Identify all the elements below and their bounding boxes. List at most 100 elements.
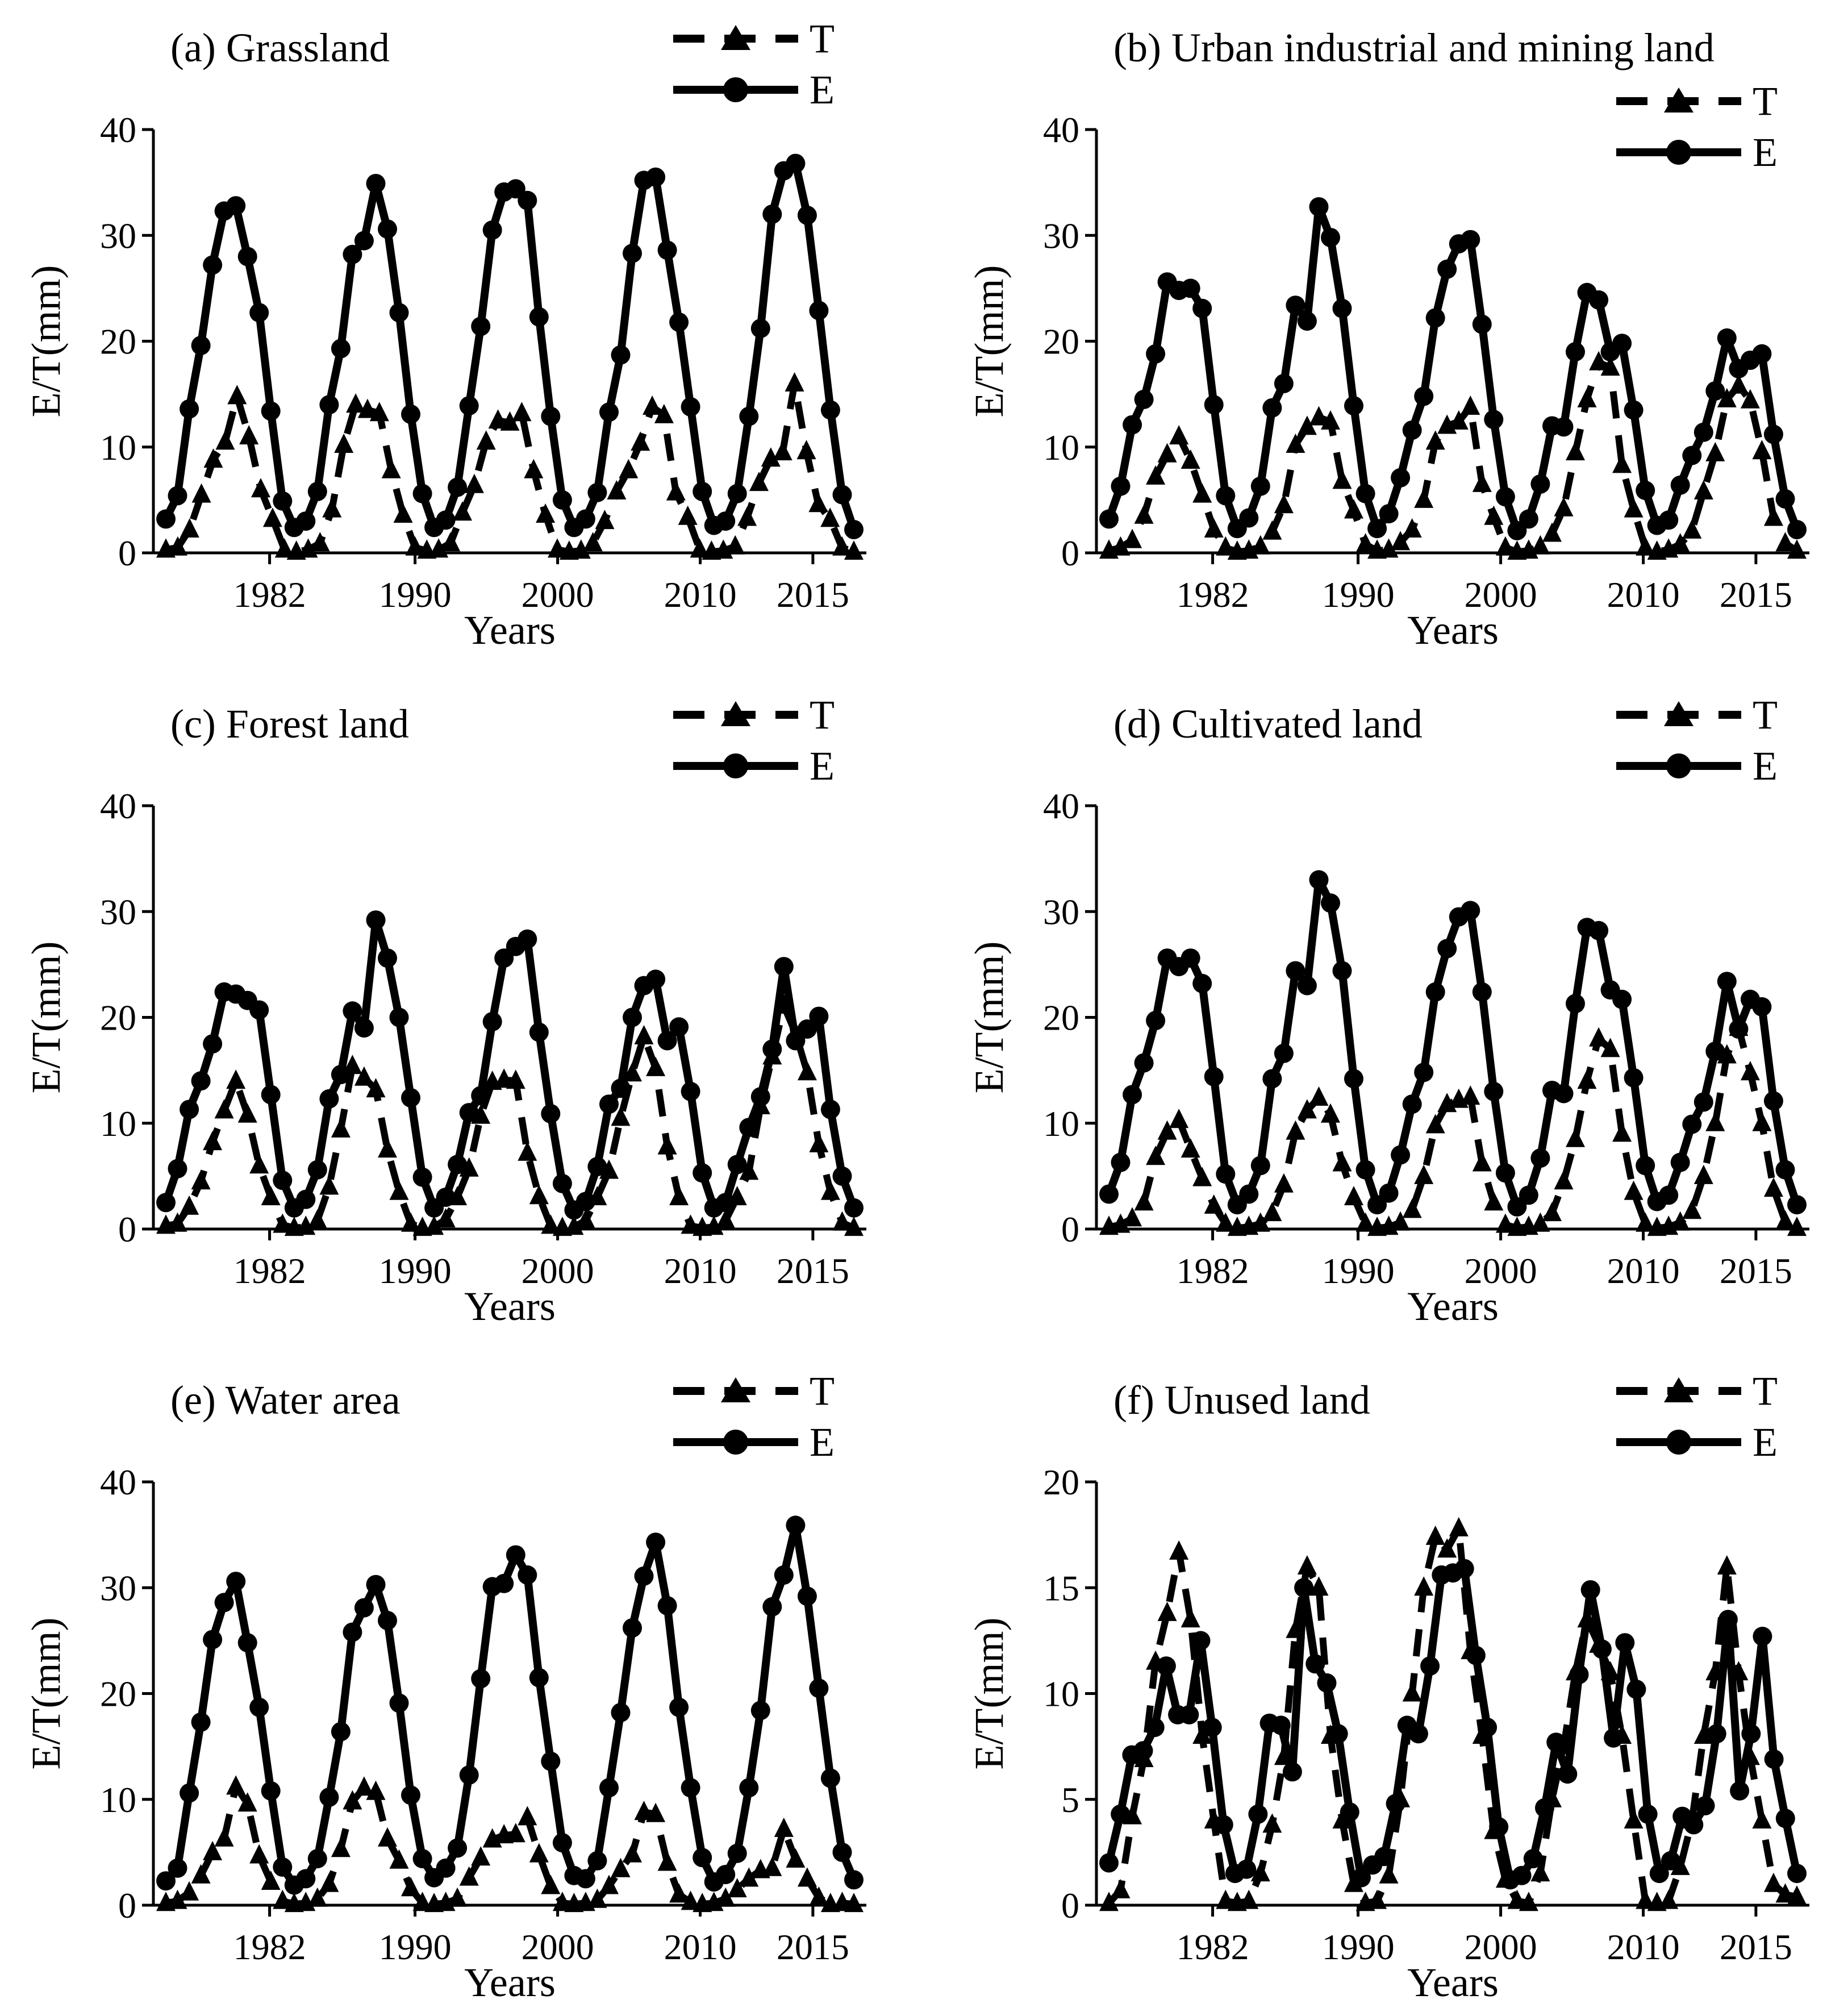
data-point-T [1274,494,1294,514]
data-point-E [669,1017,689,1037]
data-point-E [1414,1063,1434,1082]
data-point-E [1134,389,1154,409]
data-point-T [737,506,757,526]
legend-T-marker [721,1377,750,1402]
data-point-T [1624,498,1644,518]
data-point-E [1554,1084,1574,1103]
data-point-E [1321,893,1340,913]
legend-E: E [1616,130,1778,175]
legend-E: E [1616,1419,1778,1465]
data-point-E [1321,228,1340,247]
data-point-T [1566,1127,1585,1147]
data-point-T [1717,388,1737,407]
data-point-E [1787,520,1807,539]
y-axis-label: E/T(mm) [966,1618,1012,1770]
data-point-T [1297,415,1317,435]
data-point-E [1262,1069,1282,1089]
data-point-E [750,1087,770,1107]
data-point-E [412,484,432,503]
data-point-E [1192,973,1212,993]
data-point-T [322,498,342,518]
data-point-E [1309,870,1329,890]
data-point-E [727,1843,747,1863]
panel-f: (f) Unused land TE 0 5 10 15 20 1982 1990 2000 201… [966,1368,1809,2005]
series-E [156,1515,864,1895]
panel-title: (a) Grassland [170,25,390,70]
legend-E-marker [1666,1430,1691,1455]
panel-b: (b) Urban industrial and mining land TE 0 1… [966,25,1809,653]
data-point-E [623,1007,642,1027]
panel-title: (d) Cultivated land [1113,701,1423,747]
data-point-T [424,1215,444,1235]
data-point-E [1787,1195,1807,1215]
data-point-E [1484,410,1504,430]
y-tick-label: 20 [1043,1462,1079,1502]
y-tick-label: 30 [1043,215,1079,256]
data-point-E [459,396,479,416]
legend-E-marker [1666,753,1691,778]
data-point-T [1157,443,1177,463]
series-E [1099,870,1807,1217]
data-point-E [1216,486,1236,506]
data-point-T [646,1802,666,1822]
y-tick-label: 0 [1061,533,1079,573]
data-point-E [1461,901,1480,920]
y-axis-label: E/T(mm) [23,942,69,1094]
data-point-E [646,167,666,187]
data-point-E [401,1088,420,1107]
data-point-T [1111,1213,1131,1233]
x-tick-label: 2010 [1607,574,1680,615]
data-point-E [587,482,607,502]
data-point-T [820,507,840,527]
y-tick-label: 10 [1043,427,1079,468]
legend-T-marker [1664,88,1693,113]
data-point-T [310,532,330,552]
data-point-E [156,509,176,529]
y-axis-label: E/T(mm) [966,265,1012,418]
legend-T-label: T [1753,1368,1778,1414]
data-point-E [307,1160,327,1180]
data-point-T [273,1213,293,1233]
data-point-E [506,1545,525,1565]
panel-title: (c) Forest land [170,701,409,747]
legend-T: T [1616,692,1778,738]
data-point-T [1787,1217,1807,1236]
data-point-T [1123,1207,1142,1227]
data-point-E [1546,1732,1566,1752]
data-point-T [214,1827,234,1847]
data-point-T [1192,1167,1212,1186]
data-point-E [273,1857,293,1877]
data-point-T [844,540,864,560]
data-point-T [239,425,259,445]
data-point-E [797,205,817,225]
data-point-T [1554,1170,1574,1190]
data-point-E [1213,1815,1233,1835]
data-point-E [261,1781,281,1801]
data-point-E [1684,1815,1704,1835]
data-point-T [607,480,627,499]
legend-E-marker [1666,140,1691,165]
data-point-E [1133,1741,1153,1761]
data-point-T [1530,535,1550,555]
data-point-T [1729,374,1749,394]
data-point-E [1344,1069,1363,1089]
data-point-E [1604,1728,1624,1748]
data-point-T [1402,1198,1422,1218]
data-point-E [180,1783,199,1803]
data-point-E [1682,1114,1702,1134]
data-point-E [471,1086,491,1106]
data-point-E [1454,1559,1474,1578]
data-point-T [1239,1889,1259,1909]
data-point-T [506,1069,525,1089]
data-point-E [180,399,199,419]
data-point-T [1262,1813,1282,1833]
data-point-T [1367,1889,1387,1909]
data-point-T [1099,1892,1119,1911]
data-point-T [180,1881,199,1901]
data-point-E [1615,1633,1635,1653]
series-E [156,910,864,1220]
data-point-E [1294,1578,1314,1598]
data-point-E [1592,1639,1612,1659]
series-E [1099,1559,1807,1890]
y-tick-label: 20 [100,1674,136,1714]
